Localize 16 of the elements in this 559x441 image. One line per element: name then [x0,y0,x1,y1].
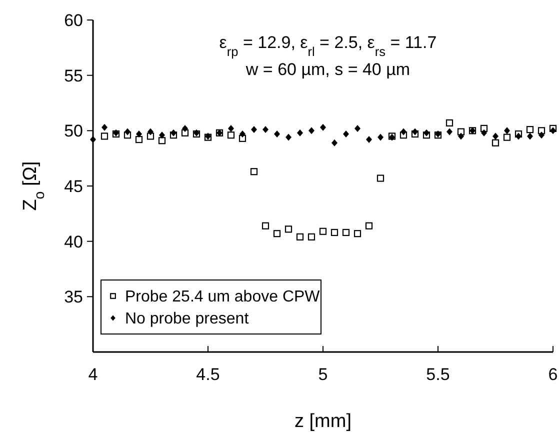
annotation: w = 60 µm, s = 40 µm [244,60,410,79]
y-tick-label: 60 [64,10,83,30]
x-tick-label: 4 [88,365,98,384]
y-tick-label: 40 [64,232,83,252]
annotation: ε$_{rp}$ = 12.9, ε$_{rl}$ = 2.5, ε$_{rs}$ = 11.7 [219,33,437,58]
x-tick-label: 6 [548,365,558,384]
y-tick-label: 45 [64,176,83,196]
x-tick-label: 5.5 [426,365,450,384]
legend-label: No probe present [125,310,250,328]
y-tick-label: 35 [64,288,83,307]
x-tick-label: 5 [318,365,328,384]
legend-label: Probe 25.4 um above CPW [125,288,321,306]
x-tick-label: 4.5 [196,365,220,384]
y-tick-label: 50 [64,122,83,141]
y-tick-label: 55 [64,66,83,86]
x-axis-title: z [mm] [294,411,352,432]
